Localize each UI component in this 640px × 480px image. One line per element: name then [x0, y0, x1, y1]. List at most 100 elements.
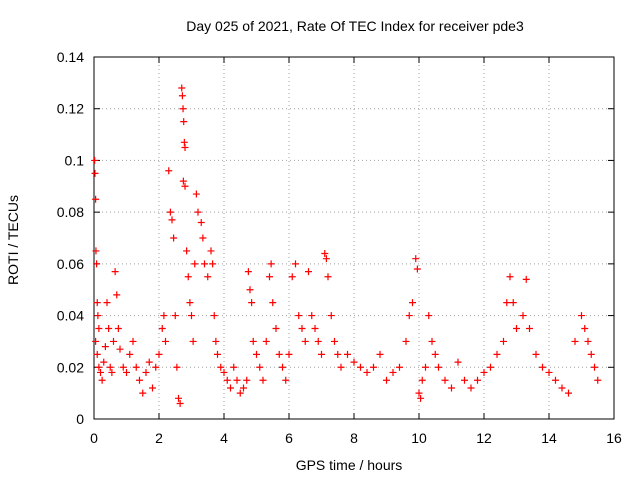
data-point [305, 268, 312, 276]
data-point [217, 363, 225, 371]
data-point [181, 182, 189, 190]
data-point [180, 118, 188, 126]
data-point [292, 260, 299, 268]
data-point [116, 345, 124, 353]
data-point [176, 399, 184, 407]
data-point [93, 260, 101, 268]
data-point [552, 376, 559, 384]
data-point [209, 260, 217, 268]
data-point [236, 389, 244, 397]
data-point [324, 273, 332, 281]
data-point [513, 325, 520, 332]
data-point [311, 325, 319, 332]
data-point [539, 363, 546, 371]
y-tick-label: 0.1 [65, 152, 85, 168]
data-point [256, 363, 264, 371]
data-point [474, 376, 481, 384]
data-point [279, 363, 286, 371]
data-point [108, 368, 116, 376]
data-point [97, 368, 104, 376]
data-point [454, 358, 462, 366]
data-point [92, 337, 100, 345]
data-point [95, 325, 103, 332]
data-point [136, 376, 143, 384]
data-point [344, 350, 351, 358]
x-tick-label: 16 [606, 430, 622, 446]
data-point [240, 384, 247, 392]
data-point [106, 363, 114, 371]
data-point [175, 394, 182, 402]
data-point [503, 299, 511, 307]
data-point [591, 363, 598, 371]
data-point [526, 325, 533, 332]
data-point [587, 350, 595, 358]
data-point [428, 337, 436, 345]
data-point [248, 299, 256, 307]
data-point [243, 376, 251, 384]
data-point [91, 156, 99, 164]
data-point [249, 337, 257, 345]
data-point [91, 169, 99, 177]
data-point [285, 350, 293, 358]
data-point [180, 138, 188, 146]
data-point [480, 368, 488, 376]
data-point [565, 389, 572, 397]
data-point [223, 376, 231, 384]
data-point [376, 350, 384, 358]
x-tick-label: 12 [476, 430, 492, 446]
data-point [288, 273, 296, 281]
data-point [142, 368, 150, 376]
data-point [94, 312, 102, 320]
data-point [197, 218, 205, 226]
x-axis-label: GPS time / hours [296, 457, 403, 473]
data-point [139, 389, 147, 397]
data-point [230, 363, 238, 371]
x-tick-label: 0 [90, 430, 98, 446]
x-tick-label: 2 [155, 430, 163, 446]
data-point [105, 325, 113, 332]
data-point [179, 177, 187, 185]
data-point [584, 337, 592, 345]
data-point [212, 337, 220, 345]
data-point [194, 208, 202, 216]
data-point [152, 363, 160, 371]
x-tick-label: 8 [350, 430, 358, 446]
data-point [92, 195, 100, 203]
grid-lines [94, 57, 614, 419]
y-tick-label: 0 [76, 411, 84, 427]
data-point [171, 312, 179, 320]
data-point [509, 299, 517, 307]
data-point [396, 363, 403, 371]
data-point [220, 368, 228, 376]
data-point [178, 92, 186, 100]
data-point [253, 350, 260, 358]
data-point [282, 376, 290, 384]
data-point [113, 291, 121, 299]
data-point [301, 337, 309, 345]
data-point [183, 247, 191, 255]
y-tick-label: 0.12 [57, 101, 84, 117]
data-point [101, 343, 109, 351]
data-point [149, 384, 156, 392]
data-point [173, 363, 181, 371]
data-point [204, 273, 212, 281]
y-tick-label: 0.06 [57, 256, 84, 272]
data-point [337, 363, 345, 371]
data-point [487, 363, 494, 371]
data-points [91, 84, 602, 407]
data-point [467, 384, 475, 392]
data-point [389, 368, 397, 376]
data-point [321, 250, 329, 258]
data-point [158, 325, 166, 332]
data-point [308, 312, 316, 320]
axis-ticks: 0 2 4 6 8 10 12 14 16 0 0.02 0.04 0.06 0.08 0.1 0.12 0.1… [57, 49, 622, 446]
data-point [350, 358, 358, 366]
data-point [191, 260, 199, 268]
data-point [409, 299, 416, 307]
data-point [272, 325, 280, 332]
data-point [123, 368, 130, 376]
y-tick-label: 0.02 [57, 359, 84, 375]
data-point [166, 208, 174, 216]
data-point [532, 350, 540, 358]
